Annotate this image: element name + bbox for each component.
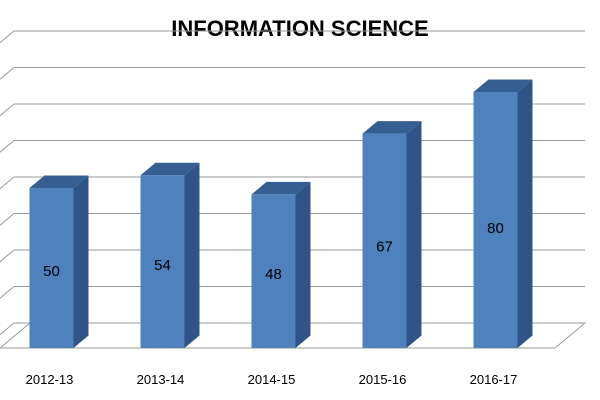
bar-side (406, 121, 422, 348)
data-label: 50 (43, 263, 60, 280)
gridline-slant (0, 176, 15, 190)
bar-top (362, 121, 422, 134)
bar (140, 175, 185, 348)
bar-top (140, 162, 200, 176)
gridline-slant (0, 213, 15, 226)
data-label: 54 (154, 257, 171, 274)
gridline-slant (0, 322, 15, 336)
bar (251, 194, 296, 348)
x-tick-label: 2016-17 (470, 372, 518, 387)
data-label: 48 (265, 266, 282, 283)
bar-top (29, 175, 89, 188)
bar-side (73, 175, 89, 348)
data-label: 80 (487, 220, 504, 237)
x-tick-label: 2012-13 (26, 372, 74, 387)
gridline-slant (0, 30, 15, 44)
data-label: 67 (376, 239, 393, 256)
bar-side (295, 181, 311, 348)
x-tick-label: 2014-15 (248, 372, 296, 387)
gridline-slant (0, 67, 15, 80)
x-tick-label: 2013-14 (137, 372, 185, 387)
gridline-slant (0, 103, 15, 117)
bar (29, 188, 74, 348)
x-tick-label: 2015-16 (359, 372, 407, 387)
bar-side (184, 162, 200, 348)
bar (473, 92, 518, 348)
chart-title: INFORMATION SCIENCE (171, 16, 429, 41)
bar-side (517, 79, 533, 348)
bar (362, 133, 407, 348)
gridline-slant (0, 140, 15, 153)
gridline-slant (0, 249, 15, 263)
gridline-slant (0, 286, 15, 299)
bar-top (251, 181, 311, 195)
bar-top (473, 79, 533, 92)
